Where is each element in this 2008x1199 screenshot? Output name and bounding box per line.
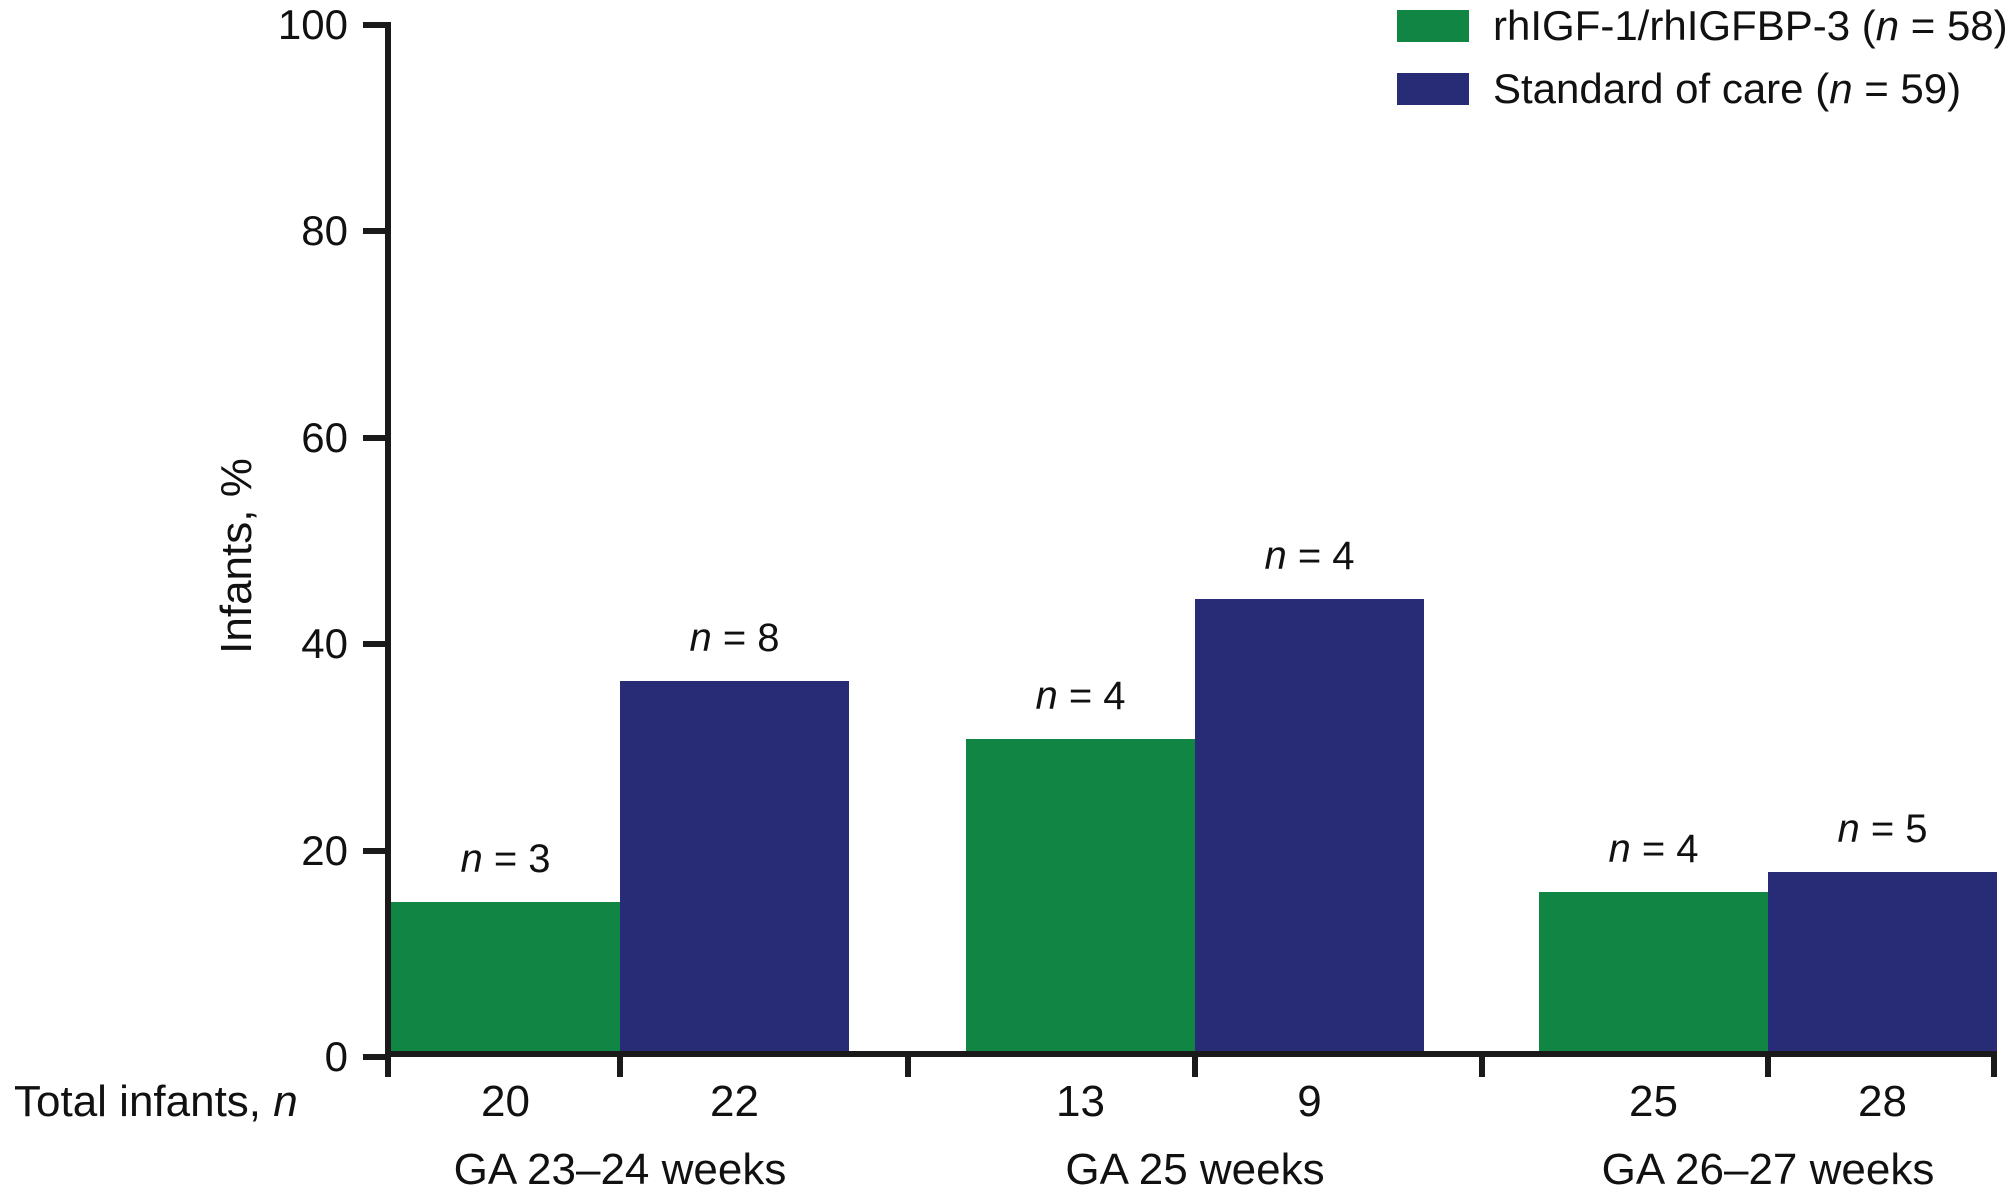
x-axis-tick: [1192, 1057, 1198, 1077]
bar-count-label: n = 8: [689, 616, 780, 661]
total-infants-value: 20: [481, 1077, 530, 1126]
y-axis-tick: [363, 434, 385, 441]
bar-count-label: n = 3: [460, 837, 551, 882]
y-axis-tick-label: 60: [301, 413, 348, 461]
bar-treatment: [966, 739, 1195, 1055]
legend-label: rhIGF-1/rhIGFBP-3 (n = 58): [1493, 2, 2008, 49]
x-axis-tick: [1765, 1057, 1771, 1077]
y-axis-tick-label: 0: [324, 1033, 348, 1080]
bar-count-label: n = 5: [1837, 807, 1928, 852]
bar-count-label: n = 4: [1035, 674, 1126, 719]
x-axis-line: [385, 1051, 1997, 1057]
bar-treatment: [391, 902, 620, 1055]
bar-count-label: n = 4: [1264, 533, 1355, 578]
bar-treatment: [1539, 891, 1768, 1055]
y-axis-tick-label: 80: [301, 207, 348, 255]
y-axis-tick-label: 100: [277, 1, 348, 48]
bar-control: [620, 681, 849, 1055]
y-axis-tick: [363, 1054, 385, 1060]
bar-count-label: n = 4: [1608, 826, 1699, 871]
legend-swatch: [1397, 10, 1469, 42]
y-axis-tick: [363, 847, 385, 854]
y-axis-tick: [363, 228, 385, 235]
legend-item: rhIGF-1/rhIGFBP-3 (n = 58): [1397, 0, 2008, 52]
x-axis-tick: [1991, 1057, 1997, 1077]
y-axis-tick: [363, 22, 385, 28]
x-axis-tick: [385, 1057, 391, 1077]
total-infants-value: 25: [1629, 1077, 1678, 1126]
y-axis-tick: [363, 641, 385, 648]
x-axis-tick: [904, 1057, 911, 1077]
legend-swatch: [1397, 73, 1469, 105]
total-infants-value: 13: [1056, 1077, 1105, 1126]
total-infants-value: 28: [1858, 1077, 1907, 1126]
x-axis-group-label: GA 25 weeks: [1065, 1145, 1325, 1194]
x-axis-group-label: GA 26–27 weeks: [1601, 1145, 1935, 1194]
bar-control: [1195, 598, 1424, 1055]
legend-item: Standard of care (n = 59): [1397, 63, 1961, 115]
x-axis-group-label: GA 23–24 weeks: [453, 1145, 787, 1194]
y-axis-line: [385, 22, 391, 1057]
y-axis-tick-label: 20: [301, 826, 348, 874]
total-infants-value: 22: [710, 1077, 759, 1126]
bar-control: [1768, 872, 1997, 1055]
totals-row-label: Total infants, n: [14, 1077, 298, 1126]
x-axis-tick: [617, 1057, 623, 1077]
x-axis-tick: [1478, 1057, 1485, 1077]
legend-label: Standard of care (n = 59): [1493, 65, 1962, 112]
y-axis-tick-label: 40: [301, 620, 348, 668]
total-infants-value: 9: [1297, 1077, 1322, 1126]
